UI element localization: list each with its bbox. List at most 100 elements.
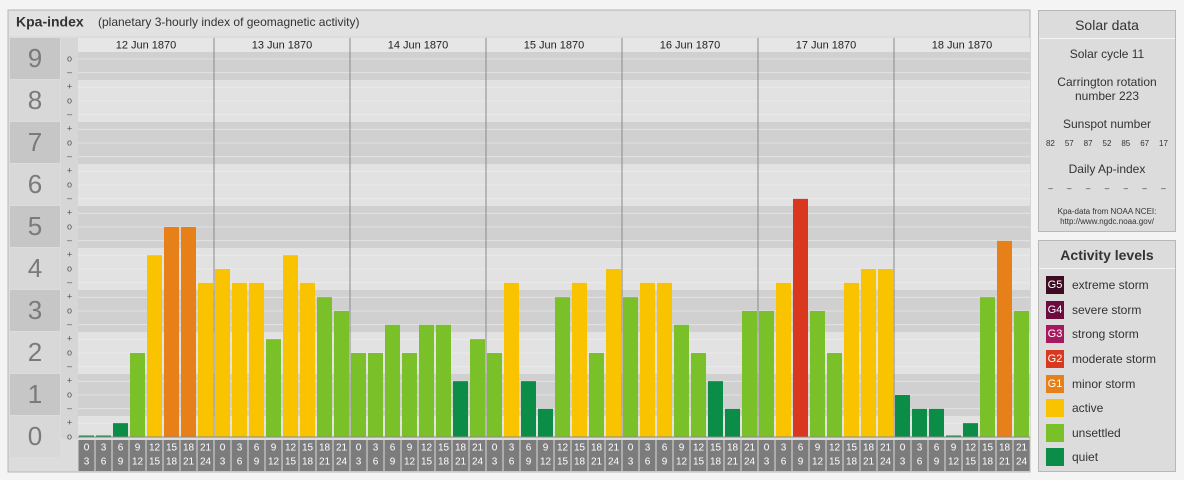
bar xyxy=(538,408,553,437)
hour-box xyxy=(690,440,707,471)
hour-label: 12 xyxy=(557,443,569,454)
hour-label: 12 xyxy=(149,443,161,454)
hour-box xyxy=(299,440,316,471)
hour-box xyxy=(979,440,996,471)
hour-label: 15 xyxy=(982,443,994,454)
hour-label: 0 xyxy=(220,443,226,454)
hour-box xyxy=(180,440,197,471)
hour-label: 6 xyxy=(237,457,243,468)
hour-box xyxy=(860,440,877,471)
y-minor-label: o xyxy=(67,53,72,63)
hour-label: 9 xyxy=(662,457,668,468)
hour-label: 21 xyxy=(880,443,892,454)
hour-label: 21 xyxy=(336,443,348,454)
bar xyxy=(436,324,451,437)
level-box xyxy=(10,38,60,79)
hour-box xyxy=(265,440,282,471)
legend-label: severe storm xyxy=(1072,302,1142,317)
legend-swatch: G5 xyxy=(1046,276,1064,295)
hour-label: 18 xyxy=(166,457,178,468)
bar xyxy=(980,297,995,437)
hour-label: 6 xyxy=(934,443,940,454)
bar xyxy=(691,353,706,437)
y-tick-label: 8 xyxy=(28,85,42,115)
bar xyxy=(402,353,417,437)
bar xyxy=(470,339,485,437)
hour-label: 6 xyxy=(390,443,396,454)
y-minor-label: – xyxy=(67,277,72,287)
date-label: 17 Jun 1870 xyxy=(796,39,857,51)
ap-value: – xyxy=(1085,184,1091,193)
title-bar xyxy=(9,11,1029,36)
level-box xyxy=(10,206,60,247)
hour-label: 21 xyxy=(455,457,467,468)
hour-label: 18 xyxy=(574,457,586,468)
date-label: 15 Jun 1870 xyxy=(524,39,585,51)
hour-label: 9 xyxy=(390,457,396,468)
bar xyxy=(419,324,434,437)
bar xyxy=(895,395,910,437)
legend-swatch: G3 xyxy=(1046,325,1064,344)
hour-box xyxy=(911,440,928,471)
hour-label: 15 xyxy=(829,457,841,468)
hour-box xyxy=(129,440,146,471)
hour-box xyxy=(826,440,843,471)
hour-box xyxy=(639,440,656,471)
hour-label: 9 xyxy=(271,443,277,454)
y-minor-label: o xyxy=(67,95,72,105)
hour-box xyxy=(622,440,639,471)
hour-box xyxy=(146,440,163,471)
hour-box xyxy=(809,440,826,471)
hour-label: 21 xyxy=(591,457,603,468)
hour-label: 6 xyxy=(781,457,787,468)
hour-label: 24 xyxy=(1016,457,1028,468)
hour-label: 21 xyxy=(608,443,620,454)
hour-label: 15 xyxy=(285,457,297,468)
hour-label: 3 xyxy=(220,457,226,468)
hour-box xyxy=(197,440,214,471)
hour-box xyxy=(95,440,112,471)
hour-box xyxy=(214,440,231,471)
hour-label: 3 xyxy=(900,457,906,468)
date-label: 14 Jun 1870 xyxy=(388,39,449,51)
hour-label: 3 xyxy=(509,443,515,454)
sunspot-number: 82 xyxy=(1045,139,1055,148)
bar xyxy=(147,255,162,437)
hour-label: 15 xyxy=(574,443,586,454)
bar xyxy=(708,381,723,437)
hour-label: 9 xyxy=(135,443,141,454)
hour-box xyxy=(231,440,248,471)
level-band xyxy=(78,416,1030,437)
level-box xyxy=(10,332,60,373)
carrington: Carrington rotation number 223 xyxy=(1057,75,1157,103)
bar xyxy=(266,339,281,437)
y-minor-label: o xyxy=(67,221,72,231)
y-minor-label: – xyxy=(67,151,72,161)
bar xyxy=(776,282,791,437)
hour-box xyxy=(656,440,673,471)
level-box xyxy=(10,374,60,415)
y-minor-label: – xyxy=(67,319,72,329)
legend-code: G4 xyxy=(1047,303,1063,316)
hour-box xyxy=(928,440,945,471)
hour-box xyxy=(894,440,911,471)
hour-box xyxy=(367,440,384,471)
hour-label: 18 xyxy=(999,443,1011,454)
legend-swatch xyxy=(1046,399,1064,418)
hour-label: 12 xyxy=(812,457,824,468)
hour-box xyxy=(1013,440,1030,471)
y-minor-label: – xyxy=(67,109,72,119)
legend-item: unsettled xyxy=(1039,421,1175,446)
hour-label: 0 xyxy=(84,443,90,454)
hour-label: 24 xyxy=(200,457,212,468)
bar xyxy=(759,311,774,437)
hour-label: 3 xyxy=(492,457,498,468)
legend-swatch xyxy=(1046,423,1064,442)
date-label: 16 Jun 1870 xyxy=(660,39,721,51)
legend-label: quiet xyxy=(1072,450,1099,465)
chart-title: Kpa-index xyxy=(16,14,84,30)
y-minor-label: – xyxy=(67,235,72,245)
legend-label: unsettled xyxy=(1072,425,1121,440)
hour-box xyxy=(775,440,792,471)
bar xyxy=(1014,311,1029,437)
